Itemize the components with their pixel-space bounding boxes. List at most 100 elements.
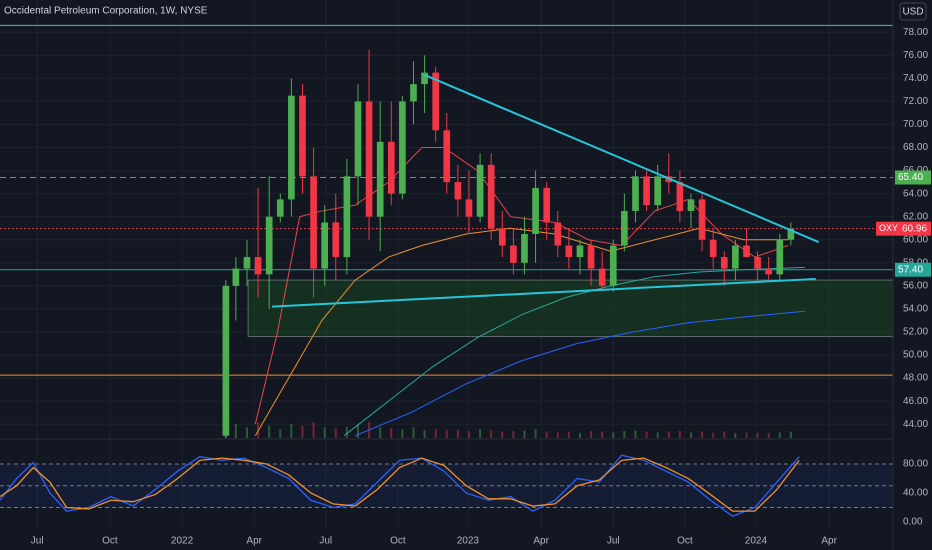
- volume-bar: [534, 429, 537, 438]
- candle-body: [276, 199, 284, 217]
- volume-bar: [667, 431, 670, 438]
- volume-bar: [778, 432, 781, 438]
- candle-body: [776, 239, 784, 275]
- candle-body: [454, 182, 462, 200]
- y-tick-label: 80.00: [903, 459, 928, 470]
- volume-bar: [423, 430, 426, 438]
- candle-body: [254, 257, 262, 275]
- chart-title: Occidental Petroleum Corporation, 1W, NY…: [4, 6, 208, 17]
- candle-body: [720, 257, 728, 269]
- volume-bar: [356, 423, 359, 438]
- volume-bar: [578, 432, 581, 438]
- volume-bar: [601, 431, 604, 438]
- last-price-label: 60.96: [902, 223, 927, 234]
- volume-bar: [523, 430, 526, 438]
- volume-bar: [490, 430, 493, 438]
- y-tick-label: 70.00: [903, 119, 928, 130]
- y-tick-label: 74.00: [903, 73, 928, 84]
- candle-body: [410, 84, 417, 102]
- x-tick-label: 2024: [745, 536, 768, 547]
- x-tick-label: Oct: [390, 536, 406, 547]
- currency: USD: [902, 7, 923, 18]
- price-badge: [895, 170, 931, 185]
- moving-average: [343, 266, 805, 437]
- candle-body: [232, 268, 240, 286]
- candle-body: [621, 210, 628, 246]
- y-tick-label: 48.00: [903, 373, 928, 384]
- y-tick-label: 68.00: [903, 142, 928, 153]
- candle-body: [521, 233, 528, 263]
- candle-body: [476, 164, 484, 217]
- volume-bar: [268, 425, 271, 438]
- x-tick-label: Jul: [607, 536, 620, 547]
- volume-bar: [434, 429, 437, 438]
- symbol-label: OXY: [879, 223, 898, 233]
- price-pane: [0, 24, 893, 438]
- volume-bar: [312, 422, 315, 438]
- candle-body: [609, 245, 617, 286]
- candle-body: [687, 199, 695, 211]
- candle-body: [465, 199, 473, 217]
- price-badge: [895, 262, 931, 277]
- candle-body: [265, 216, 273, 275]
- price-badge-label: 57.40: [898, 264, 923, 275]
- candle-body: [654, 176, 662, 206]
- x-tick-label: Jul: [31, 536, 44, 547]
- candle-body: [343, 176, 351, 258]
- x-tick-label: Oct: [102, 536, 118, 547]
- x-tick-label: 2022: [171, 536, 194, 547]
- grid: [0, 0, 893, 530]
- volume-bar: [334, 428, 337, 438]
- currency-button[interactable]: [899, 2, 927, 21]
- x-tick-label: Oct: [677, 536, 693, 547]
- x-tick-label: 2023: [457, 536, 480, 547]
- volume-bar: [345, 426, 348, 438]
- candle-body: [487, 164, 495, 229]
- moving-average: [254, 227, 789, 436]
- candle-body: [321, 222, 329, 269]
- zone: [247, 279, 893, 338]
- moving-average: [355, 310, 805, 437]
- y-tick-label: 54.00: [903, 304, 928, 315]
- y-tick-label: 50.00: [903, 350, 928, 361]
- volume-bar: [590, 430, 593, 438]
- y-tick-label: 60.00: [903, 234, 928, 245]
- y-tick-label: 78.00: [903, 27, 928, 38]
- volume-bar: [645, 431, 648, 438]
- candle-body: [787, 228, 795, 240]
- volume-bar: [279, 429, 282, 438]
- volume-bar: [712, 432, 715, 438]
- candle-body: [510, 245, 517, 263]
- trendline: [271, 277, 816, 308]
- candle-body: [565, 245, 573, 258]
- volume-bar: [245, 427, 248, 438]
- volume-bar: [501, 431, 504, 438]
- candle-body: [743, 245, 750, 258]
- candle-body: [676, 182, 684, 211]
- y-tick-label: 56.00: [903, 280, 928, 291]
- volume-bar: [479, 429, 482, 438]
- candle-body: [709, 239, 717, 258]
- volume-bar: [756, 432, 759, 438]
- volume-bar: [678, 430, 681, 438]
- candle-body: [532, 187, 539, 234]
- volume-bar: [390, 428, 393, 438]
- volume-bar: [734, 433, 737, 438]
- candle-body: [399, 101, 406, 194]
- x-tick-label: Jul: [319, 536, 332, 547]
- y-tick-label: 46.00: [903, 396, 928, 407]
- candle-body: [365, 101, 373, 217]
- volume-bar: [512, 430, 515, 438]
- volume-bar: [723, 431, 726, 438]
- candle-body: [310, 176, 317, 269]
- x-tick-label: Apr: [246, 536, 262, 547]
- y-tick-label: 52.00: [903, 327, 928, 338]
- volume-bar: [290, 423, 293, 438]
- candle-body: [732, 245, 739, 269]
- candle-body: [243, 257, 251, 269]
- y-tick-label: 0.00: [903, 517, 923, 528]
- volume-bar: [556, 432, 559, 438]
- candle-body: [765, 268, 773, 275]
- candle-body: [543, 187, 551, 223]
